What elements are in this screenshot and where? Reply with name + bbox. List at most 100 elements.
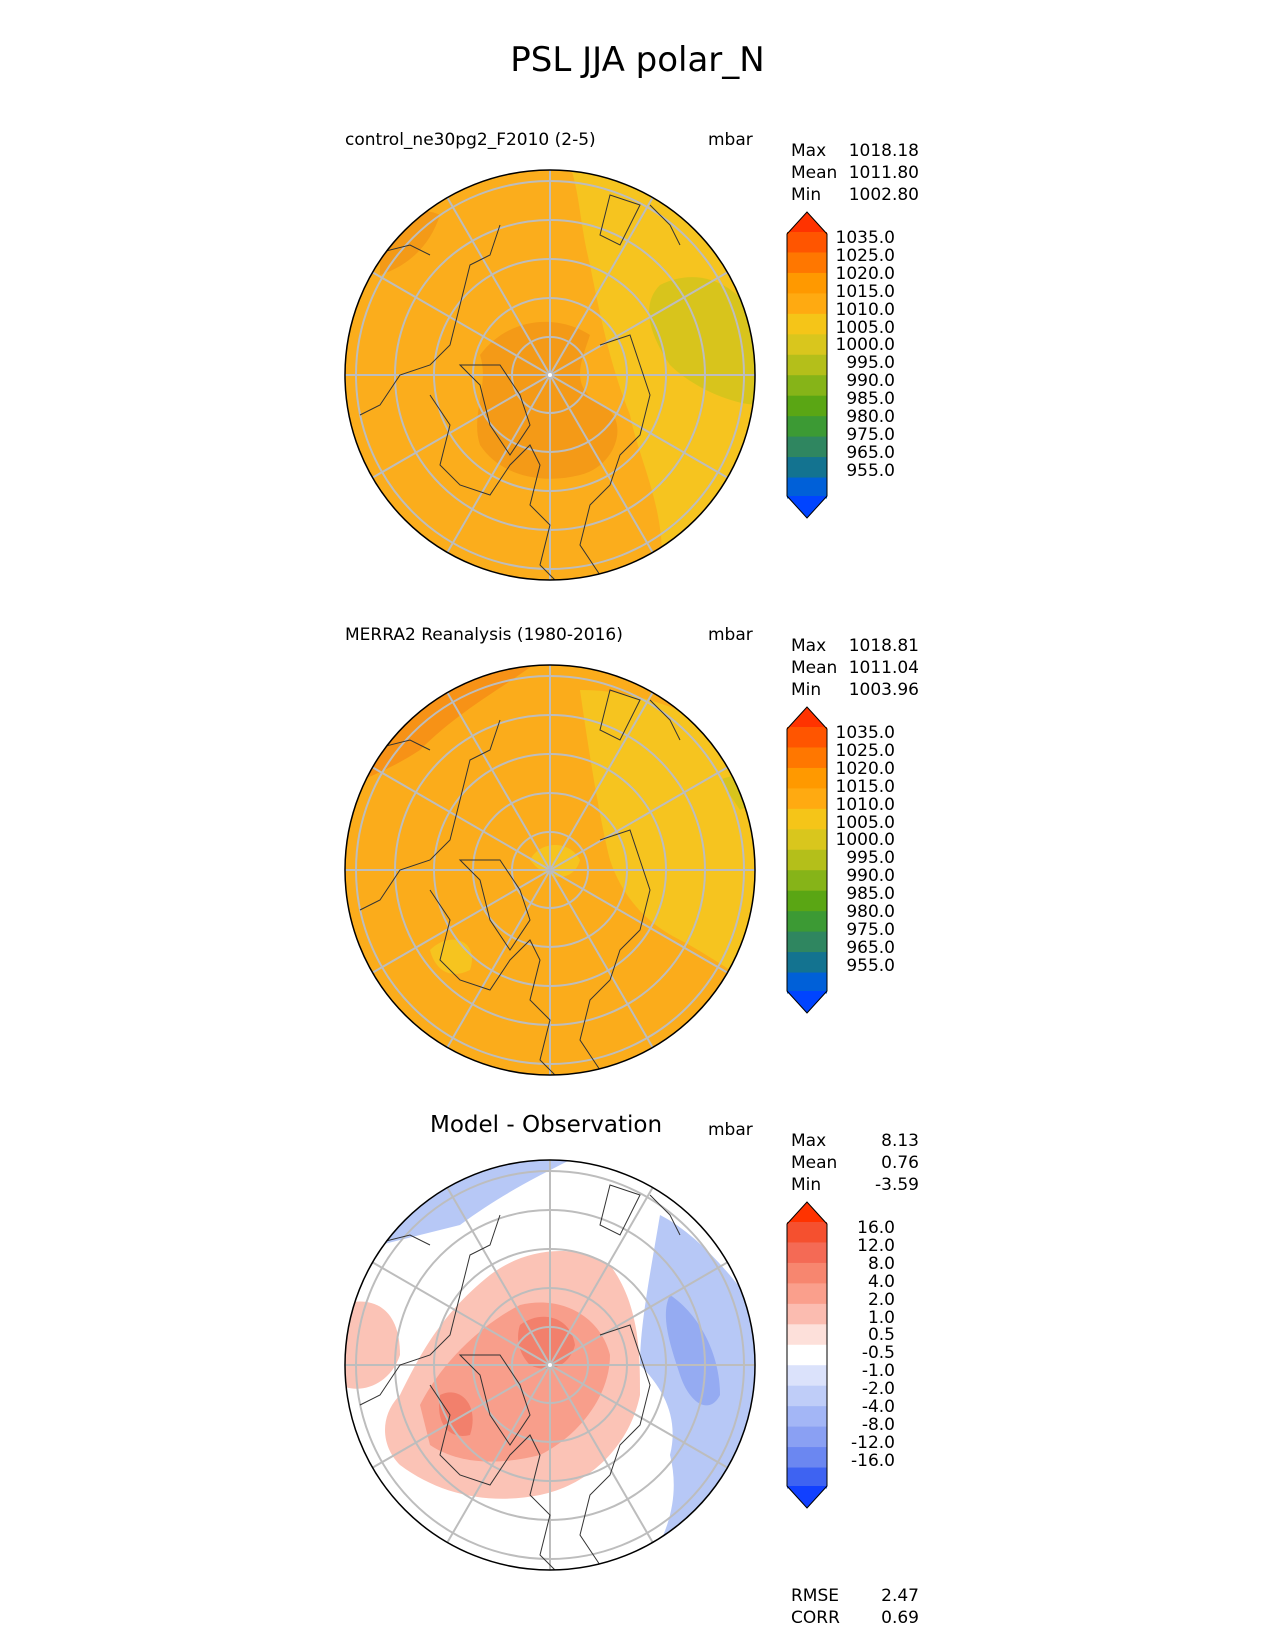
cb-tick: 1025.0 bbox=[835, 740, 895, 761]
colorbar-labels: 16.0 12.0 8.0 4.0 2.0 1.0 0.5 -0.5 -1.0 … bbox=[829, 1218, 895, 1471]
panel-ref: MERRA2 Reanalysis (1980-2016) mbar Max 10… bbox=[0, 625, 1275, 1120]
field-red-left bbox=[345, 1301, 400, 1389]
colorbar-segment bbox=[787, 232, 827, 253]
cb-tick: 1025.0 bbox=[835, 245, 895, 266]
colorbar-segment bbox=[787, 1283, 827, 1305]
cb-tick: 1020.0 bbox=[835, 263, 895, 284]
cb-tick: 985.0 bbox=[846, 884, 895, 905]
colorbar-segment bbox=[787, 952, 827, 974]
colorbar-segment bbox=[787, 1486, 827, 1508]
colorbar-segment bbox=[787, 1467, 827, 1489]
min-label: Min bbox=[791, 680, 822, 700]
cb-tick: 1005.0 bbox=[835, 812, 895, 833]
cb-tick: 1000.0 bbox=[835, 830, 895, 851]
map-border bbox=[344, 169, 756, 581]
colorbar-segment bbox=[787, 334, 827, 356]
max-value: 1018.81 bbox=[848, 636, 919, 656]
colorbar-segment bbox=[787, 1426, 827, 1448]
min-value: -3.59 bbox=[875, 1175, 919, 1195]
colorbar-labels: 1035.0 1025.0 1020.0 1015.0 1010.0 1005.… bbox=[829, 229, 895, 481]
map-border bbox=[344, 664, 756, 1076]
cb-tick: 1000.0 bbox=[835, 335, 895, 356]
colorbar-segment bbox=[787, 1406, 827, 1428]
figure-title: PSL JJA polar_N bbox=[510, 40, 765, 80]
cb-tick: 2.0 bbox=[867, 1289, 895, 1310]
units-label: mbar bbox=[708, 130, 753, 150]
colorbar-segment bbox=[787, 313, 827, 335]
cb-tick: 1010.0 bbox=[835, 299, 895, 320]
max-label: Max bbox=[791, 636, 827, 656]
colorbar bbox=[786, 706, 828, 1014]
colorbar-segment bbox=[787, 1365, 827, 1387]
mean-value: 1011.80 bbox=[848, 163, 919, 183]
panel-title: MERRA2 Reanalysis (1980-2016) bbox=[345, 625, 623, 645]
units-label: mbar bbox=[708, 625, 753, 645]
cb-tick: 990.0 bbox=[846, 371, 895, 392]
colorbar-outline bbox=[786, 706, 828, 1014]
colorbar-segment bbox=[787, 1222, 827, 1243]
field-yellow-2 bbox=[430, 939, 472, 974]
rmse-label: RMSE bbox=[791, 1586, 840, 1606]
cb-tick: -12.0 bbox=[851, 1432, 895, 1453]
min-value: 1003.96 bbox=[848, 680, 919, 700]
cb-tick: 1020.0 bbox=[835, 758, 895, 779]
cb-tick: -0.5 bbox=[861, 1343, 895, 1364]
colorbar-segment bbox=[787, 293, 827, 315]
cb-tick: 1005.0 bbox=[835, 317, 895, 338]
colorbar-segment bbox=[787, 1262, 827, 1284]
min-label: Min bbox=[791, 185, 822, 205]
panel-title: Model - Observation bbox=[430, 1112, 663, 1138]
colorbar-segment bbox=[787, 272, 827, 294]
colorbar-labels: 1035.0 1025.0 1020.0 1015.0 1010.0 1005.… bbox=[829, 724, 895, 976]
corr-value: 0.69 bbox=[881, 1608, 919, 1628]
coastlines bbox=[359, 1184, 681, 1570]
colorbar-segment bbox=[787, 870, 827, 892]
min-value: 1002.80 bbox=[848, 185, 919, 205]
max-label: Max bbox=[791, 141, 827, 161]
cb-tick: 16.0 bbox=[857, 1218, 895, 1238]
cb-tick: 12.0 bbox=[857, 1235, 895, 1256]
polar-map-diff bbox=[344, 1159, 756, 1571]
cb-tick: -4.0 bbox=[861, 1397, 895, 1418]
colorbar-outline bbox=[786, 211, 828, 519]
mean-label: Mean bbox=[791, 658, 838, 678]
rmse-value: 2.47 bbox=[881, 1586, 919, 1606]
cb-tick: -1.0 bbox=[861, 1361, 895, 1382]
coastlines bbox=[359, 689, 681, 1075]
units-label: mbar bbox=[708, 1120, 753, 1140]
colorbar-segment bbox=[787, 788, 827, 810]
cb-tick: 965.0 bbox=[846, 442, 895, 463]
colorbar-segment bbox=[787, 707, 827, 729]
colorbar-segment bbox=[787, 436, 827, 458]
max-value: 8.13 bbox=[881, 1131, 919, 1151]
corr-label: CORR bbox=[791, 1608, 840, 1628]
colorbar-segment bbox=[787, 747, 827, 769]
graticule bbox=[345, 665, 755, 1075]
field-yellow bbox=[580, 690, 755, 990]
pole-marker bbox=[548, 373, 552, 377]
polar-map-test bbox=[344, 169, 756, 581]
cb-tick: 995.0 bbox=[846, 353, 895, 374]
stats-block: Max 8.13 Mean 0.76 Min -3.59 bbox=[791, 1130, 919, 1196]
polar-map-ref bbox=[344, 664, 756, 1076]
mean-label: Mean bbox=[791, 1153, 838, 1173]
cb-tick: 4.0 bbox=[867, 1271, 895, 1292]
colorbar-segment bbox=[787, 1202, 827, 1224]
panel-title: control_ne30pg2_F2010 (2-5) bbox=[345, 130, 596, 150]
pole-marker bbox=[548, 1363, 552, 1367]
cb-tick: -2.0 bbox=[861, 1379, 895, 1400]
colorbar-segment bbox=[787, 1385, 827, 1407]
cb-tick: 1015.0 bbox=[835, 281, 895, 302]
cb-tick: 1010.0 bbox=[835, 794, 895, 815]
cb-tick: 975.0 bbox=[846, 424, 895, 445]
cb-tick: 1.0 bbox=[867, 1307, 895, 1328]
colorbar-segment bbox=[787, 808, 827, 830]
max-label: Max bbox=[791, 1131, 827, 1151]
colorbar-segment bbox=[787, 1447, 827, 1469]
panel-test: control_ne30pg2_F2010 (2-5) mbar Max 1018… bbox=[0, 130, 1275, 625]
cb-tick: 965.0 bbox=[846, 937, 895, 958]
colorbar-segment bbox=[787, 829, 827, 851]
colorbar-segment bbox=[787, 767, 827, 789]
max-value: 1018.18 bbox=[848, 141, 919, 161]
colorbar-segment bbox=[787, 849, 827, 871]
